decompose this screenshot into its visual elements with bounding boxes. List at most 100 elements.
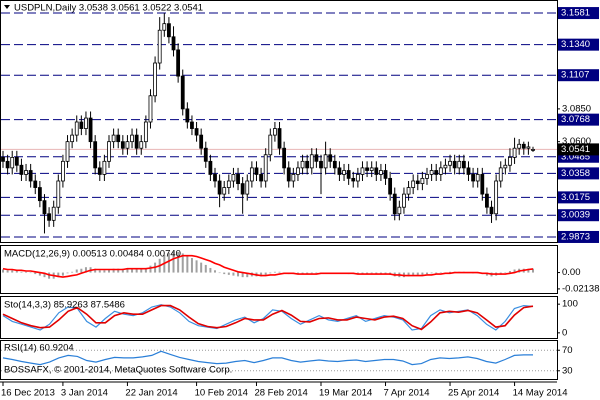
candle-body [245, 180, 250, 195]
macd-bar [135, 268, 138, 273]
current-price-box [558, 143, 599, 156]
candle-body [249, 167, 254, 182]
stoch-panel [0, 296, 558, 339]
candle-body [120, 141, 125, 149]
candle-body [429, 170, 434, 175]
level-label: 3.1340 [561, 39, 590, 50]
macd-bar [273, 271, 276, 273]
macd-bar [527, 268, 530, 273]
macd-bar [439, 272, 442, 274]
macd-bar [416, 272, 419, 276]
macd-bar [237, 272, 240, 277]
macd-bar [98, 270, 101, 273]
candle-body [337, 167, 342, 175]
macd-bar [227, 272, 230, 275]
macd-bar [181, 253, 184, 273]
candle-body [480, 174, 485, 195]
candle-body [74, 121, 79, 136]
y-tick-label: 100 [562, 299, 578, 310]
candle-body [70, 134, 75, 143]
candle-body [5, 160, 10, 169]
main-panel [0, 0, 558, 243]
macd-bar [131, 268, 134, 273]
y-tick-label: 3.0850 [562, 103, 591, 114]
candle-body [143, 121, 148, 143]
macd-bar [278, 271, 281, 273]
macd-bar [435, 272, 438, 274]
candle-body [388, 177, 393, 195]
candle-body [286, 167, 291, 182]
candle-body [84, 117, 88, 129]
candle-body [171, 36, 176, 51]
candle-body [402, 193, 406, 208]
candle-body [277, 128, 282, 149]
candle-body [531, 148, 535, 151]
candle-body [319, 160, 323, 169]
y-tick-label: 70 [562, 345, 573, 356]
candle-body [309, 154, 314, 169]
candle-body [125, 141, 130, 149]
macd-bar [190, 258, 193, 273]
macd-bar [508, 271, 511, 273]
candle-body [392, 193, 397, 215]
candle-body [236, 174, 240, 185]
candle-body [37, 187, 42, 202]
indicator-line [2, 350, 533, 366]
rsi-title: RSI(14) 60.9204 [4, 343, 74, 354]
macd-bar [2, 269, 4, 273]
candle-body [222, 187, 227, 195]
candle-body [240, 183, 245, 195]
candle-body [342, 170, 346, 175]
candle-body [508, 156, 512, 166]
macd-title: MACD(12,26,9) 0.00513 0.00484 0.00740 [4, 249, 181, 260]
candle-body [526, 146, 531, 149]
x-tick-label: 10 Feb 2014 [195, 388, 248, 399]
candle-body [47, 213, 51, 221]
level-label: 3.0358 [561, 168, 590, 179]
candle-body [360, 167, 365, 175]
macd-bar [269, 272, 272, 274]
candle-body [351, 177, 356, 182]
macd-bar [430, 272, 433, 274]
candle-body [420, 177, 425, 185]
macd-bar [449, 271, 452, 273]
macd-bar [57, 272, 60, 278]
candle-body [383, 170, 388, 179]
candle-body [208, 160, 213, 175]
candle-body [116, 134, 121, 143]
candle-body [167, 23, 171, 38]
macd-bar [6, 270, 9, 273]
level-box [558, 7, 599, 20]
level-box [558, 230, 599, 243]
macd-bar [11, 270, 14, 273]
x-tick-label: 3 Jan 2014 [61, 388, 108, 399]
macd-bar [264, 272, 267, 275]
level-box [558, 38, 599, 51]
candle-body [369, 167, 374, 171]
candle-body [24, 170, 28, 175]
macd-bar [117, 268, 120, 273]
macd-bar [34, 272, 37, 275]
candle-body [107, 141, 111, 162]
macd-bar [149, 265, 152, 273]
candle-body [457, 160, 462, 169]
macd-bar [214, 270, 216, 273]
candle-body [42, 200, 47, 215]
macd-bar [94, 268, 97, 273]
x-tick-label: 25 Apr 2014 [448, 388, 499, 399]
candle-body [134, 134, 139, 149]
macd-bar [140, 268, 143, 273]
candle-body [97, 167, 102, 175]
macd-bar [172, 251, 175, 273]
candle-body [148, 95, 153, 123]
indicator-line [2, 304, 534, 331]
macd-bar [200, 262, 203, 273]
candle-body [411, 180, 416, 188]
candle-body [485, 193, 489, 208]
macd-bar [195, 260, 198, 273]
candle-body [314, 154, 319, 162]
y-tick-label: 3.0600 [562, 136, 591, 147]
macd-panel [0, 245, 558, 294]
macd-bar [260, 272, 263, 277]
